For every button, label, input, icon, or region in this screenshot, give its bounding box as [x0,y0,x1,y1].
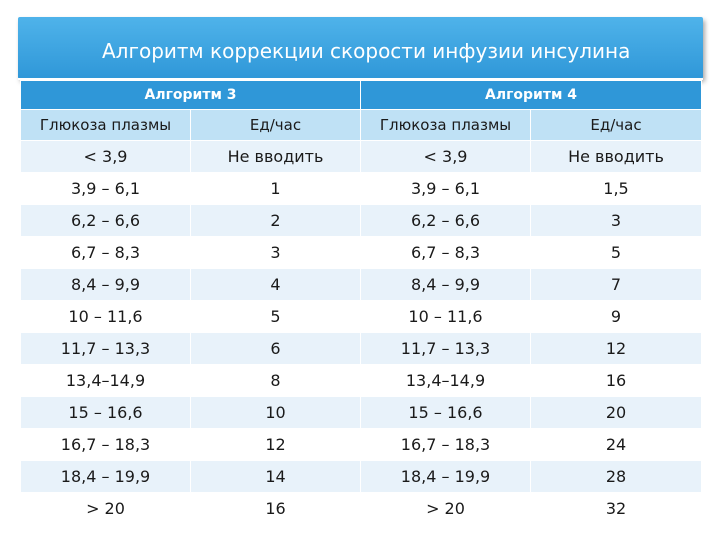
table-cell: < 3,9 [360,140,531,173]
table-cell: 3,9 – 6,1 [360,172,531,205]
table-cell: 15 – 16,6 [20,396,191,429]
table-cell: 5 [530,236,702,269]
table-cell: > 20 [20,492,191,525]
table-row: 16,7 – 18,3 12 16,7 – 18,3 24 [20,428,702,461]
table-cell: 4 [190,268,361,301]
table-row: 10 – 11,6 5 10 – 11,6 9 [20,300,702,333]
table-cell: 8 [190,364,361,397]
table-cell: 3 [530,204,702,237]
table-cell: 6,2 – 6,6 [360,204,531,237]
insulin-table: Алгоритм 3 Алгоритм 4 Глюкоза плазмы Ед/… [20,80,702,525]
table-row: 18,4 – 19,9 14 18,4 – 19,9 28 [20,460,702,493]
table-cell: 8,4 – 9,9 [360,268,531,301]
group-header-row: Алгоритм 3 Алгоритм 4 [20,80,702,110]
title-bar: Алгоритм коррекции скорости инфузии инсу… [18,17,703,79]
table-cell: 11,7 – 13,3 [20,332,191,365]
table-cell: 10 – 11,6 [20,300,191,333]
column-header: Ед/час [190,109,361,141]
table-cell: 20 [530,396,702,429]
table-cell: 7 [530,268,702,301]
table-cell: 14 [190,460,361,493]
table-cell: 28 [530,460,702,493]
table-cell: 18,4 – 19,9 [360,460,531,493]
column-header: Глюкоза плазмы [360,109,531,141]
table-cell: 13,4–14,9 [20,364,191,397]
title-divider [18,78,703,80]
group-header: Алгоритм 4 [360,80,702,110]
table-cell: 3 [190,236,361,269]
page-title: Алгоритм коррекции скорости инфузии инсу… [102,39,631,63]
table-cell: 8,4 – 9,9 [20,268,191,301]
table-cell: Не вводить [190,140,361,173]
table-cell: < 3,9 [20,140,191,173]
table-row: 6,2 – 6,6 2 6,2 – 6,6 3 [20,204,702,237]
table-cell: 18,4 – 19,9 [20,460,191,493]
group-header: Алгоритм 3 [20,80,361,110]
table-cell: 6,2 – 6,6 [20,204,191,237]
table-row: 13,4–14,9 8 13,4–14,9 16 [20,364,702,397]
table-cell: 2 [190,204,361,237]
column-header: Ед/час [530,109,702,141]
table-cell: 13,4–14,9 [360,364,531,397]
table-cell: 16 [190,492,361,525]
column-header: Глюкоза плазмы [20,109,191,141]
table-row: > 20 16 > 20 32 [20,492,702,525]
table-cell: 6 [190,332,361,365]
column-header-row: Глюкоза плазмы Ед/час Глюкоза плазмы Ед/… [20,109,702,141]
table-row: < 3,9 Не вводить < 3,9 Не вводить [20,140,702,173]
table-cell: 12 [530,332,702,365]
table-cell: Не вводить [530,140,702,173]
table-cell: 32 [530,492,702,525]
table-cell: 5 [190,300,361,333]
table-cell: 9 [530,300,702,333]
table-cell: 16,7 – 18,3 [360,428,531,461]
table-cell: 6,7 – 8,3 [20,236,191,269]
table-row: 8,4 – 9,9 4 8,4 – 9,9 7 [20,268,702,301]
table-cell: 10 [190,396,361,429]
table-cell: 16,7 – 18,3 [20,428,191,461]
table-cell: 1,5 [530,172,702,205]
table-cell: 12 [190,428,361,461]
table-cell: 3,9 – 6,1 [20,172,191,205]
table-row: 11,7 – 13,3 6 11,7 – 13,3 12 [20,332,702,365]
table-cell: 6,7 – 8,3 [360,236,531,269]
table-cell: > 20 [360,492,531,525]
table-row: 15 – 16,6 10 15 – 16,6 20 [20,396,702,429]
table-cell: 11,7 – 13,3 [360,332,531,365]
table-cell: 16 [530,364,702,397]
table-cell: 24 [530,428,702,461]
table-cell: 10 – 11,6 [360,300,531,333]
table-row: 6,7 – 8,3 3 6,7 – 8,3 5 [20,236,702,269]
table-body: < 3,9 Не вводить < 3,9 Не вводить 3,9 – 6,1 1… [20,140,702,525]
table-cell: 1 [190,172,361,205]
table-row: 3,9 – 6,1 1 3,9 – 6,1 1,5 [20,172,702,205]
table-cell: 15 – 16,6 [360,396,531,429]
